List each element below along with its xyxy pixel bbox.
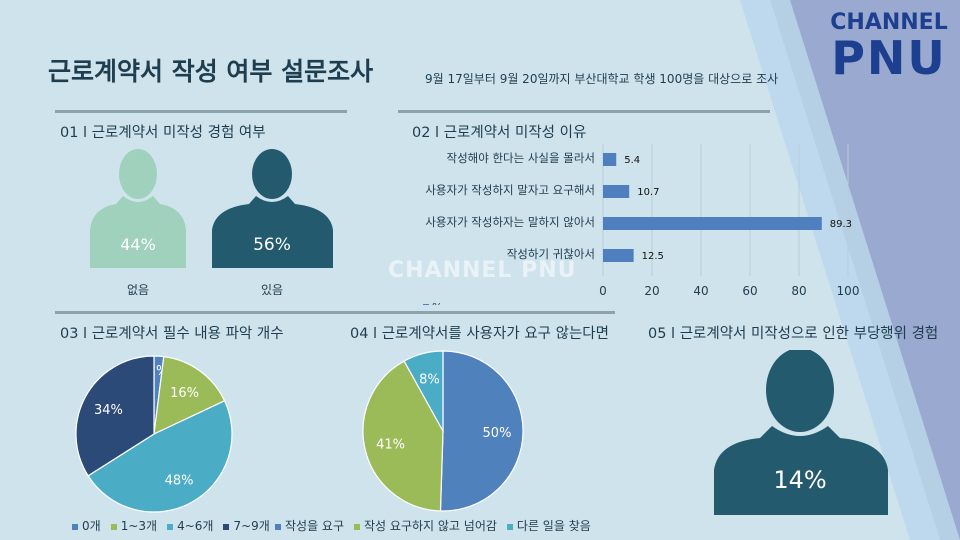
legend-label: 다른 일을 찾음 [516, 519, 591, 533]
x-tick-label: 60 [742, 284, 757, 298]
section-5-title: 05 l 근로계약서 미작성으로 인한 부당행위 경험 [648, 326, 939, 342]
legend-label: 4~6개 [177, 519, 214, 533]
legend-swatch [72, 523, 78, 530]
logo-top-text: CHANNEL [830, 10, 948, 35]
pictogram-label-none: 없음 [127, 283, 149, 297]
pie-slice-label: 34% [94, 403, 123, 418]
bar-category-label: 사용자가 작성하자는 말하지 않아서 [425, 215, 595, 229]
divider-left [55, 110, 347, 113]
pie-slice [403, 350, 444, 434]
section-5-pictogram: 14% [714, 350, 888, 515]
pie-slice [362, 360, 444, 512]
bar-value-label: 12.5 [642, 251, 664, 262]
legend-swatch [275, 523, 281, 530]
section-4-title: 04 l 근로계약서를 사용자가 요구 않는다면 [350, 326, 609, 342]
legend-item: 1~3개 [110, 519, 158, 533]
section-1-pictogram: 44% 없음 56% 있음 [90, 149, 333, 297]
bar-value-label: 5.4 [624, 155, 640, 166]
pie-slice-label: 41% [376, 438, 405, 453]
pie-slice-label: 8% [419, 373, 440, 388]
divider-bottom [55, 311, 615, 314]
legend-item: 7~9개 [223, 519, 270, 533]
section-1-title: 01 l 근로계약서 미작성 경험 여부 [60, 125, 266, 141]
pie-slice-label: 50% [483, 426, 512, 441]
legend-label: 7~9개 [233, 519, 270, 533]
bar [603, 185, 630, 198]
legend-label: 작성 요구하지 않고 넘어감 [364, 519, 497, 533]
bar [603, 217, 822, 230]
watermark: CHANNEL PNU [388, 258, 577, 283]
legend-swatch [223, 523, 230, 530]
pie-chart-2: 50% 41% 8% [362, 350, 524, 512]
section-2-title: 02 l 근로계약서 미작성 이유 [412, 125, 587, 141]
page-subtitle: 9월 17일부터 9월 20일까지 부산대학교 학생 100명을 대상으로 조사 [425, 72, 779, 86]
bar [603, 249, 634, 262]
pie-slice [439, 350, 524, 512]
legend-swatch [506, 523, 513, 530]
x-tick-label: 0 [599, 284, 607, 298]
pictogram-value-abuse: 14% [773, 466, 826, 494]
legend-item: 0개 [72, 519, 101, 533]
page-title: 근로계약서 작성 여부 설문조사 [48, 57, 374, 86]
person-icon-abuse [714, 350, 888, 515]
pie-slice-label: 48% [165, 474, 194, 489]
bar-category-label: 작성해야 한다는 사실을 몰라서 [446, 151, 595, 165]
pictogram-label-yes: 있음 [261, 283, 283, 297]
x-tick-label: 80 [791, 284, 806, 298]
pie-slice [153, 355, 226, 436]
legend-label: 0개 [82, 519, 101, 533]
person-icon-yes [212, 149, 333, 268]
bar-category-label: 작성하기 귀찮아서 [507, 247, 595, 261]
logo-bottom-text: PNU [831, 31, 947, 85]
pie-chart-1: 2%16%48%34% [75, 355, 233, 513]
pictogram-value-none: 44% [120, 235, 156, 254]
pie-slice [87, 399, 233, 513]
person-icon-none [90, 149, 186, 268]
bar-value-label: 10.7 [637, 187, 659, 198]
legend-item: 작성 요구하지 않고 넘어감 [354, 519, 497, 533]
x-tick-label: 40 [693, 284, 708, 298]
pie-slice-label: 16% [170, 386, 199, 401]
x-tick-label: 100 [837, 284, 860, 298]
channel-pnu-logo: CHANNEL PNU [826, 10, 952, 100]
legend-item: 작성을 요구 [275, 519, 344, 533]
legend-label: % [432, 301, 442, 305]
section-3-title: 03 l 근로계약서 필수 내용 파악 개수 [60, 326, 284, 342]
legend-label: 1~3개 [120, 519, 158, 533]
divider-right [398, 110, 770, 113]
bar-chart: 0 20 40 60 80 100 작성해야 한다는 사실을 몰라서 5.4 사용자가 작성하지… [423, 144, 860, 305]
pie-slice [75, 355, 155, 477]
pie-2-legend: 작성을 요구 작성 요구하지 않고 넘어감 다른 일을 찾음 [275, 517, 601, 534]
pictogram-value-yes: 56% [253, 235, 291, 255]
legend-swatch [110, 523, 117, 530]
legend-swatch [423, 304, 429, 305]
x-tick-label: 20 [644, 284, 659, 298]
bar [603, 153, 617, 166]
legend-swatch [167, 523, 174, 530]
legend-swatch [354, 523, 361, 530]
legend-item: 다른 일을 찾음 [506, 519, 591, 533]
legend-item: 4~6개 [167, 519, 213, 533]
bar-category-label: 사용자가 작성하지 말자고 요구해서 [425, 183, 595, 197]
pie-1-legend: 0개 1~3개 4~6개 7~9개 [72, 517, 280, 534]
bar-value-label: 89.3 [830, 219, 852, 230]
legend-label: 작성을 요구 [285, 519, 345, 533]
